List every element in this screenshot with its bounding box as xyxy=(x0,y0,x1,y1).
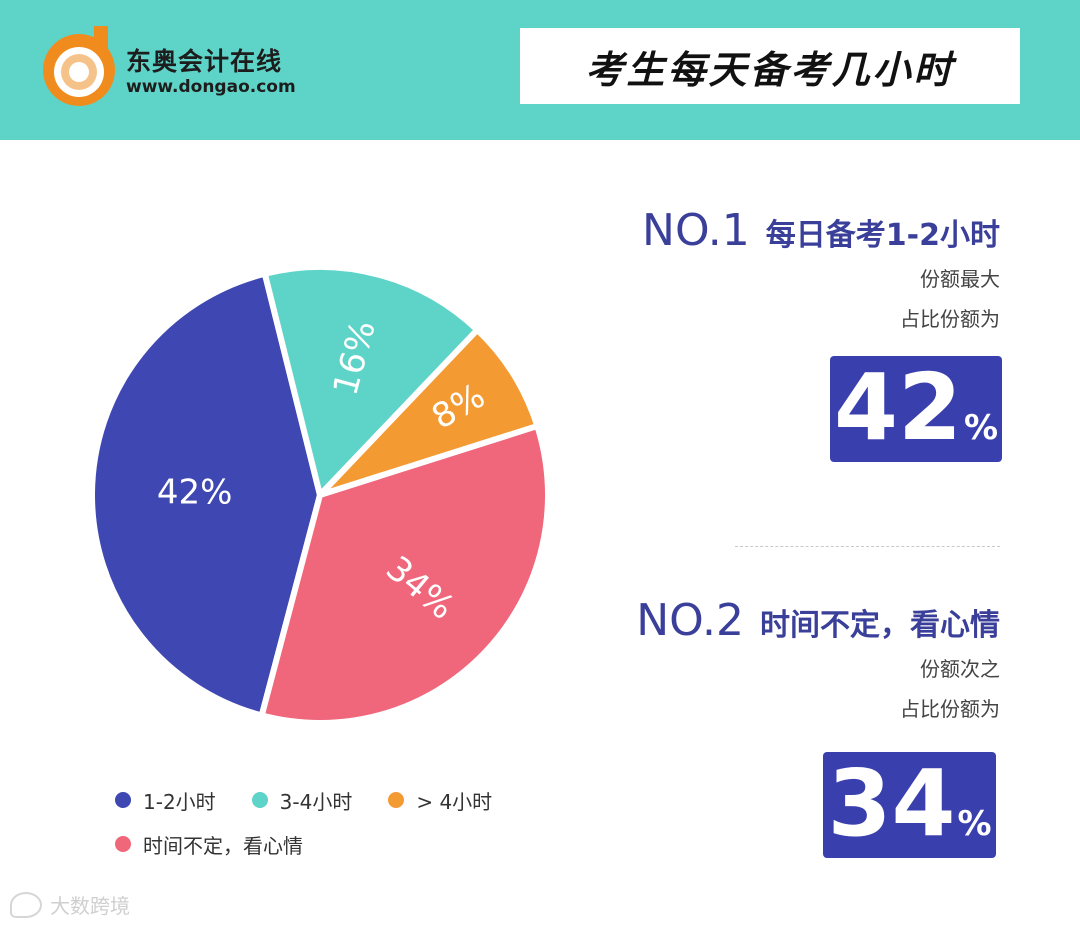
rank-title: 每日备考1-2小时 xyxy=(765,218,1000,253)
percent-sign: % xyxy=(963,408,999,448)
ranking-1: NO.1 每日备考1-2小时 份额最大 占比份额为 xyxy=(642,205,1000,336)
rank-number: NO.1 xyxy=(642,205,750,256)
legend-dot-icon xyxy=(115,792,131,808)
title-box: 考生每天备考几小时 xyxy=(520,28,1020,104)
legend-item-over-4h: > 4小时 xyxy=(388,786,492,815)
slice-over-4h xyxy=(317,326,541,498)
ranking-2: NO.2 时间不定，看心情 份额次之 占比份额为 xyxy=(636,595,1000,726)
watermark: 大数跨境 xyxy=(10,890,130,919)
header-banner: 东奥会计在线 www.dongao.com 考生每天备考几小时 xyxy=(0,0,1080,140)
legend-dot-icon xyxy=(388,792,405,808)
brand-name: 东奥会计在线 xyxy=(126,47,283,76)
watermark-text: 大数跨境 xyxy=(50,894,130,918)
rank-subtitle: 占比份额为 xyxy=(900,307,1000,331)
legend-label: 时间不定，看心情 xyxy=(143,833,303,858)
watermark-icon xyxy=(10,891,42,918)
legend-item-1-2h: 1-2小时 xyxy=(115,786,216,815)
percent-box-2: 34 % xyxy=(823,752,996,858)
percent-sign: % xyxy=(957,804,992,844)
rank-title: 时间不定，看心情 xyxy=(760,608,1000,643)
rank-subtitle: 份额次之 xyxy=(920,657,1000,681)
legend-dot-icon xyxy=(115,836,131,852)
chart-legend: 1-2小时 3-4小时 > 4小时 时间不定，看心情 xyxy=(115,778,528,866)
slice-uncertain xyxy=(258,423,551,726)
legend-label: > 4小时 xyxy=(416,789,493,814)
brand-url: www.dongao.com xyxy=(126,77,296,97)
rank-number: NO.2 xyxy=(636,595,744,646)
legend-item-3-4h: 3-4小时 xyxy=(251,786,353,815)
rank-subtitle: 占比份额为 xyxy=(900,697,1000,721)
percent-value: 34 xyxy=(827,750,956,857)
legend-label: 1-2小时 xyxy=(143,789,216,814)
rank-subtitle: 份额最大 xyxy=(920,267,1000,291)
percent-value: 42 xyxy=(833,354,962,461)
legend-dot-icon xyxy=(251,792,268,808)
page-title: 考生每天备考几小时 xyxy=(585,47,955,92)
divider xyxy=(735,546,1000,547)
slice-3-4h xyxy=(261,264,481,498)
legend-item-uncertain: 时间不定，看心情 xyxy=(115,830,303,859)
slice-1-2h xyxy=(89,270,323,719)
dongao-logo-icon xyxy=(43,26,115,106)
slice-label-1-2h: 42% xyxy=(157,473,233,513)
legend-label: 3-4小时 xyxy=(279,789,353,814)
percent-box-1: 42 % xyxy=(830,356,1002,462)
pie-chart: 42%16%8%34% xyxy=(89,264,551,726)
